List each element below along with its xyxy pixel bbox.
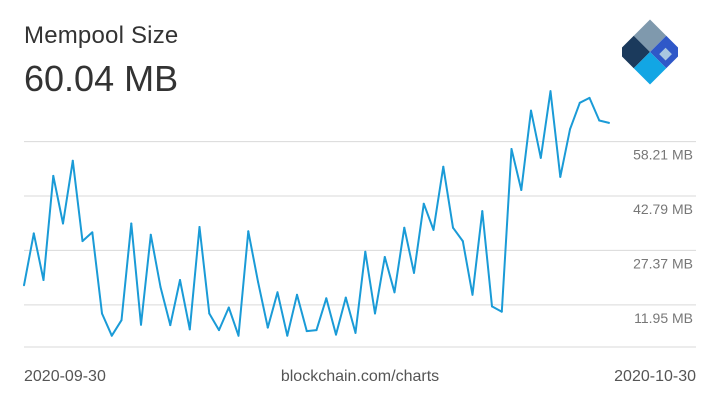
data-point	[198, 226, 201, 229]
data-point	[549, 90, 552, 93]
data-point	[91, 231, 94, 234]
y-tick-label: 58.21 MB	[633, 147, 693, 163]
data-point	[257, 280, 259, 283]
logo-tile-top	[633, 19, 667, 52]
data-point	[247, 230, 250, 233]
data-point	[481, 210, 484, 213]
source-label: blockchain.com/charts	[280, 368, 440, 385]
chart-title: Mempool Size	[24, 22, 179, 49]
data-point	[130, 222, 133, 225]
y-axis-labels: 11.95 MB 27.37 MB 42.79 MB 58.21 MB	[633, 147, 693, 326]
data-point	[374, 312, 376, 315]
data-point	[266, 326, 269, 329]
data-point	[569, 128, 571, 131]
data-point	[286, 334, 289, 337]
data-point	[500, 310, 503, 313]
data-point	[510, 148, 513, 151]
data-point	[559, 175, 562, 178]
data-point	[354, 331, 357, 334]
y-tick-label: 27.37 MB	[633, 255, 693, 271]
start-date-label: 2020-09-30	[24, 368, 106, 385]
data-point	[140, 323, 142, 326]
data-point	[62, 222, 64, 225]
data-point	[539, 156, 542, 159]
data-point	[422, 202, 425, 205]
data-point	[42, 278, 45, 281]
data-point	[81, 240, 84, 243]
data-point	[218, 329, 220, 332]
y-tick-label: 42.79 MB	[633, 201, 693, 217]
data-point	[23, 284, 25, 287]
data-point	[403, 226, 406, 229]
data-point	[520, 188, 523, 191]
data-point	[296, 293, 298, 296]
data-point	[52, 174, 55, 177]
end-date-label: 2020-10-30	[614, 368, 696, 385]
current-value: 60.04 MB	[24, 58, 179, 99]
data-point	[101, 312, 103, 315]
chart-grid	[24, 141, 696, 306]
data-point	[471, 293, 474, 296]
data-point	[159, 286, 162, 289]
data-point	[530, 109, 532, 112]
data-point	[149, 233, 152, 236]
data-point	[383, 256, 386, 259]
data-point	[305, 330, 308, 333]
data-point	[71, 159, 74, 162]
data-point	[344, 296, 347, 299]
data-point	[110, 334, 113, 337]
data-point	[120, 319, 123, 322]
data-point	[276, 291, 279, 294]
blockchain-logo-icon	[617, 16, 683, 93]
data-point	[608, 121, 610, 124]
data-point	[461, 240, 464, 243]
data-point	[188, 328, 191, 331]
data-point	[32, 232, 35, 235]
data-point	[237, 334, 240, 337]
data-point	[588, 96, 591, 99]
data-point	[169, 324, 172, 327]
data-point	[208, 312, 211, 315]
data-point	[578, 101, 581, 104]
data-point	[227, 306, 230, 309]
data-point	[179, 278, 181, 281]
y-tick-label: 11.95 MB	[634, 310, 693, 326]
data-point	[325, 297, 328, 300]
data-point	[452, 226, 454, 229]
data-point	[364, 250, 367, 253]
mempool-size-line	[23, 90, 610, 337]
data-point	[442, 165, 445, 168]
data-point	[491, 305, 493, 308]
data-point	[432, 228, 435, 231]
data-point	[393, 291, 396, 294]
data-points	[23, 90, 610, 337]
data-point	[413, 271, 415, 274]
data-point	[315, 329, 318, 332]
data-point	[598, 119, 601, 122]
logo-tile-bottom	[633, 52, 667, 85]
data-point	[335, 333, 337, 336]
